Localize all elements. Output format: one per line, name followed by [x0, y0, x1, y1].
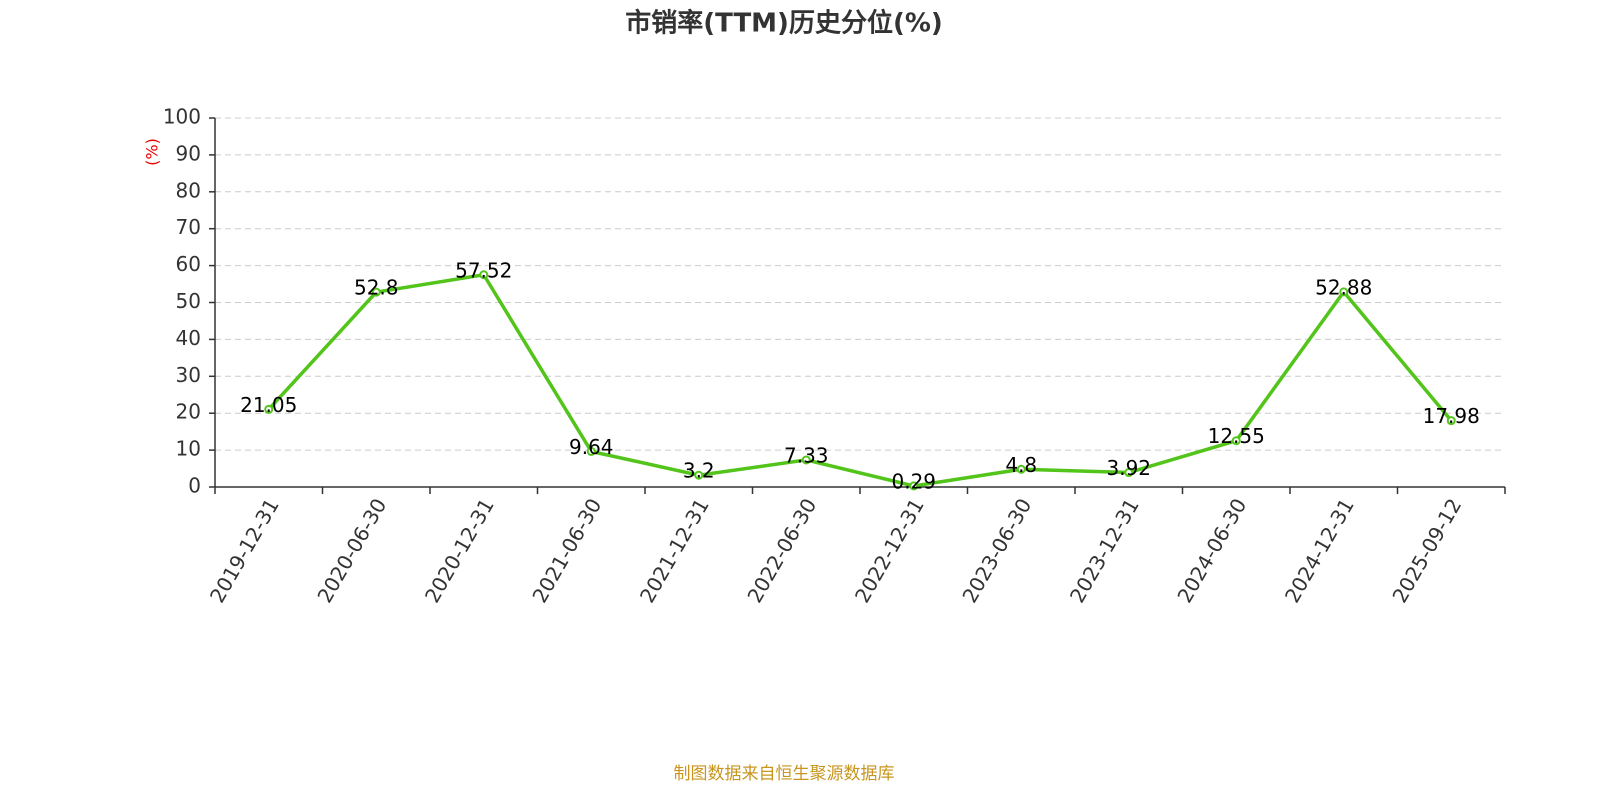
x-tick-label: 2023-12-31 [1065, 494, 1144, 607]
y-tick-label: 90 [176, 141, 201, 165]
data-label: 12.55 [1208, 424, 1265, 448]
data-point [264, 404, 274, 414]
y-tick-label: 100 [163, 105, 201, 129]
data-label: 17.98 [1423, 404, 1480, 428]
y-tick-label: 40 [176, 326, 201, 350]
x-tick-label: 2024-12-31 [1280, 494, 1359, 607]
data-point [694, 470, 704, 480]
data-point [371, 287, 381, 297]
data-label: 0.29 [891, 469, 936, 493]
data-label: 52.8 [354, 276, 399, 300]
source-note: 制图数据来自恒生聚源数据库 [674, 764, 895, 784]
y-axis-label: (%) [143, 138, 162, 166]
x-tick-label: 2019-12-31 [205, 494, 284, 607]
x-tick-label: 2020-06-30 [312, 494, 391, 607]
data-label: 52.88 [1315, 275, 1372, 299]
x-tick-label: 2025-09-12 [1387, 494, 1466, 607]
chart-title: 市销率(TTM)历史分位(%) [625, 8, 943, 39]
x-tick-label: 2021-12-31 [635, 494, 714, 607]
y-tick-label: 30 [176, 363, 201, 387]
data-point [1124, 468, 1134, 478]
data-label: 4.8 [1005, 453, 1037, 477]
y-tick-label: 60 [176, 252, 201, 276]
data-point [1016, 464, 1026, 474]
data-point [909, 481, 919, 491]
data-label: 3.2 [683, 459, 715, 483]
y-tick-label: 20 [176, 400, 201, 424]
x-tick-label: 2024-06-30 [1172, 494, 1251, 607]
y-tick-label: 80 [176, 178, 201, 202]
y-tick-label: 70 [176, 215, 201, 239]
data-point [1339, 287, 1349, 297]
data-point [586, 446, 596, 456]
y-tick-label: 50 [176, 289, 201, 313]
data-line [267, 272, 1453, 488]
data-label: 7.33 [784, 443, 829, 467]
x-tick-label: 2022-06-30 [742, 494, 821, 607]
y-tick-label: 0 [188, 474, 201, 498]
x-tick-label: 2023-06-30 [957, 494, 1036, 607]
data-point [1446, 416, 1456, 426]
data-point [479, 270, 489, 280]
data-label: 57.52 [455, 258, 512, 282]
y-tick-label: 10 [176, 437, 201, 461]
x-tick-label: 2022-12-31 [850, 494, 929, 607]
data-label: 3.92 [1106, 456, 1151, 480]
data-point [1231, 436, 1241, 446]
data-point [801, 455, 811, 465]
x-tick-label: 2021-06-30 [527, 494, 606, 607]
data-label: 9.64 [569, 435, 614, 459]
data-label: 21.05 [240, 393, 297, 417]
x-tick-label: 2020-12-31 [420, 494, 499, 607]
